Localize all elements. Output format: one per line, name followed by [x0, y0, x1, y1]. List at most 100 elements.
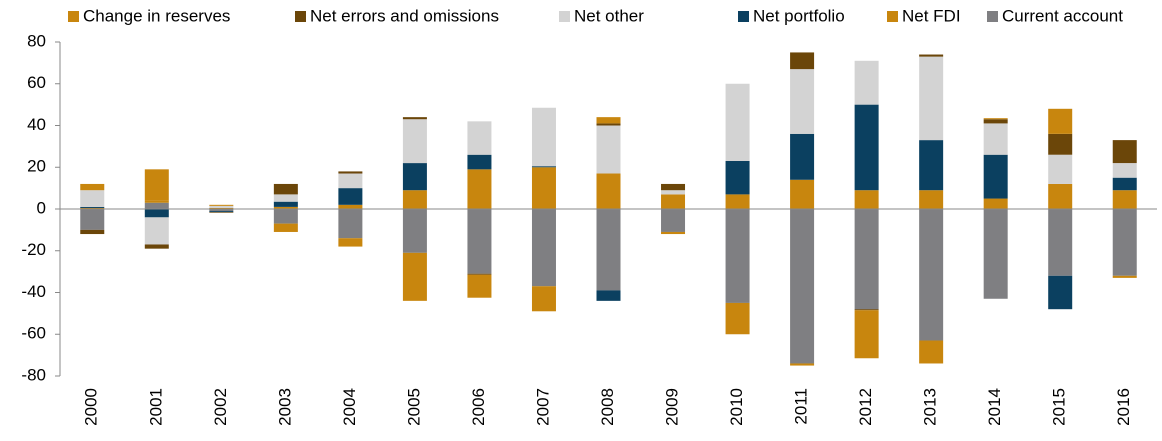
- bar-segment: [596, 123, 621, 126]
- x-tick-label: 2009: [663, 388, 682, 426]
- bar-segment: [338, 209, 363, 239]
- legend-swatch: [987, 11, 998, 22]
- bar-segment: [80, 229, 105, 235]
- bar-segment: [338, 238, 363, 247]
- x-tick-label: 2012: [856, 388, 875, 426]
- bar-segment: [1112, 275, 1137, 278]
- legend-label: Net errors and omissions: [310, 6, 499, 25]
- bar-segment: [467, 273, 492, 275]
- bar-segment: [209, 211, 234, 213]
- bar-segment: [273, 209, 298, 224]
- bar-segment: [144, 217, 169, 245]
- bar-segment: [273, 201, 298, 207]
- bar-segment: [661, 231, 686, 235]
- bar-segment: [144, 169, 169, 201]
- bar-segment: [790, 209, 815, 364]
- bar-segment: [467, 121, 492, 155]
- bar-segment: [983, 198, 1008, 209]
- legend-swatch: [295, 11, 306, 22]
- y-tick-label: -20: [21, 240, 46, 259]
- x-tick-label: 2016: [1114, 388, 1133, 426]
- bar-segment: [402, 252, 427, 301]
- bar-segment: [1048, 209, 1073, 276]
- x-tick-label: 2007: [533, 388, 552, 426]
- x-tick-label: 2000: [82, 388, 101, 426]
- x-tick-label: 2008: [598, 388, 617, 426]
- bar-segment: [596, 117, 621, 124]
- x-tick-label: 2013: [921, 388, 940, 426]
- bar-segment: [790, 179, 815, 209]
- bar-segment: [854, 310, 879, 359]
- bar-segment: [209, 204, 234, 206]
- bar-segment: [209, 209, 234, 212]
- x-tick-label: 2006: [469, 388, 488, 426]
- bar-segment: [1048, 183, 1073, 209]
- bar-segment: [661, 183, 686, 191]
- bar-segment: [144, 202, 169, 209]
- y-tick-label: -40: [21, 282, 46, 301]
- x-tick-label: 2002: [211, 388, 230, 426]
- bar-segment: [725, 83, 750, 161]
- bar-segment: [983, 118, 1008, 120]
- bar-segment: [531, 209, 556, 287]
- bar-segment: [338, 171, 363, 174]
- bar-segment: [273, 223, 298, 232]
- bar-segment: [467, 154, 492, 170]
- bar-segment: [338, 204, 363, 209]
- bar-segment: [1112, 177, 1137, 191]
- y-tick-label: 0: [37, 198, 46, 217]
- bar-segment: [531, 167, 556, 209]
- bar-segment: [919, 190, 944, 209]
- y-tick-label: -60: [21, 324, 46, 343]
- bar-segment: [983, 119, 1008, 124]
- x-tick-label: 2011: [792, 388, 811, 425]
- bar-segment: [661, 194, 686, 209]
- x-tick-label: 2001: [146, 388, 165, 426]
- x-tick-label: 2015: [1050, 388, 1069, 426]
- legend-swatch: [738, 11, 749, 22]
- bar-segment: [338, 173, 363, 189]
- bar-segment: [467, 274, 492, 298]
- bar-segment: [273, 183, 298, 195]
- bar-segment: [467, 209, 492, 274]
- bar-segment: [854, 60, 879, 105]
- bar-segment: [531, 166, 556, 168]
- bar-segment: [531, 286, 556, 312]
- bar-segment: [725, 194, 750, 209]
- bar-segment: [402, 117, 427, 120]
- bar-segment: [273, 194, 298, 202]
- bar-segment: [402, 209, 427, 253]
- bar-segment: [1112, 190, 1137, 209]
- bar-segment: [80, 190, 105, 207]
- bar-segment: [273, 206, 298, 209]
- y-tick-label: 20: [27, 157, 46, 176]
- bar-segment: [725, 209, 750, 303]
- bar-segment: [209, 205, 234, 208]
- bar-segment: [402, 119, 427, 164]
- x-tick-label: 2004: [340, 388, 359, 426]
- bar-segment: [80, 209, 105, 230]
- bar-segment: [854, 190, 879, 209]
- bar-segment: [725, 160, 750, 195]
- bar-segment: [80, 183, 105, 191]
- x-tick-label: 2010: [727, 388, 746, 426]
- bar-segment: [919, 340, 944, 364]
- bar-segment: [1048, 108, 1073, 134]
- bar-segment: [1048, 133, 1073, 155]
- x-tick-label: 2003: [275, 388, 294, 426]
- bar-segment: [983, 154, 1008, 199]
- bar-segment: [919, 56, 944, 141]
- bar-segment: [919, 140, 944, 191]
- y-tick-label: 60: [27, 73, 46, 92]
- bar-segment: [402, 163, 427, 191]
- bar-segment: [596, 173, 621, 209]
- x-tick-label: 2014: [985, 388, 1004, 426]
- bar-segment: [790, 69, 815, 134]
- legend-label: Current account: [1002, 6, 1123, 25]
- y-tick-label: 80: [27, 31, 46, 50]
- legend-label: Change in reserves: [83, 6, 230, 25]
- bar-segment: [983, 123, 1008, 155]
- bar-segment: [725, 302, 750, 335]
- bar-segment: [1112, 209, 1137, 276]
